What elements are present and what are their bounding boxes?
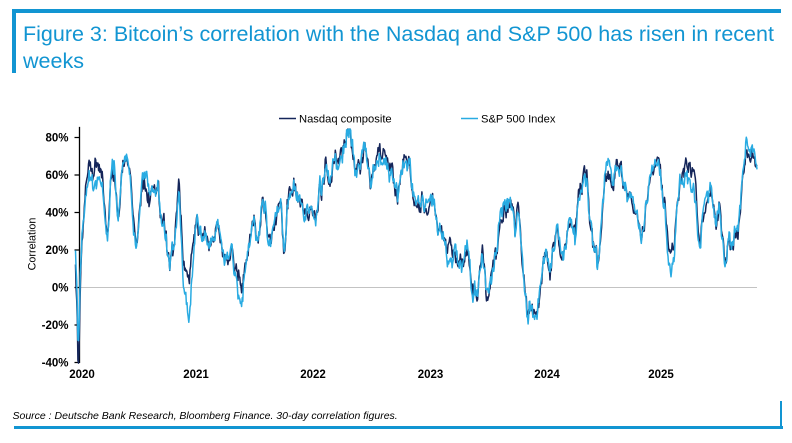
svg-text:0%: 0% [52, 283, 69, 295]
svg-text:2023: 2023 [418, 369, 444, 381]
svg-text:2021: 2021 [183, 369, 209, 381]
svg-text:40%: 40% [45, 208, 68, 220]
svg-text:2022: 2022 [300, 369, 326, 381]
svg-text:2020: 2020 [69, 369, 95, 381]
svg-text:Correlation: Correlation [27, 218, 39, 271]
svg-text:20%: 20% [45, 245, 68, 257]
svg-text:Nasdaq composite: Nasdaq composite [299, 114, 392, 126]
svg-text:80%: 80% [45, 133, 68, 145]
svg-text:-40%: -40% [42, 358, 69, 370]
svg-text:S&P 500 Index: S&P 500 Index [481, 114, 556, 126]
svg-text:2024: 2024 [534, 369, 560, 381]
svg-text:2025: 2025 [648, 369, 674, 381]
svg-text:-20%: -20% [42, 320, 69, 332]
svg-text:60%: 60% [45, 170, 68, 182]
